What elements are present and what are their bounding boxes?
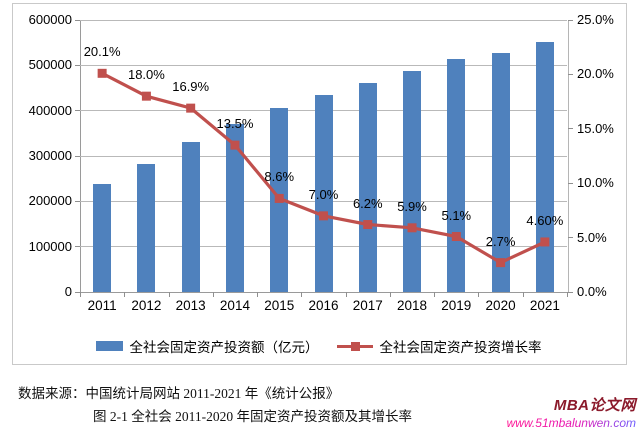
x-axis-label: 2020 — [485, 298, 516, 313]
watermark: MBA论文网 www.51mbalunwen.com — [507, 394, 636, 430]
bar-series-swatch — [95, 341, 123, 351]
bar — [225, 123, 244, 292]
y2-axis-tick — [568, 73, 573, 75]
data-source-note: 数据来源：中国统计局网站 2011-2021 年《统计公报》 — [18, 386, 340, 401]
plot-area — [80, 20, 569, 293]
y2-axis-label: 20.0% — [577, 66, 614, 82]
line-marker — [97, 68, 107, 78]
line-swatch-marker — [350, 341, 360, 351]
y-axis-tick — [75, 19, 80, 21]
y2-axis-label: 0.0% — [577, 284, 607, 299]
x-axis-label: 2017 — [352, 298, 383, 313]
x-axis-tick — [124, 292, 126, 297]
figure-caption: 图 2-1 全社会 2011-2020 年固定资产投资额及其增长率 — [93, 409, 412, 424]
bar — [93, 183, 112, 292]
line-marker — [407, 223, 417, 233]
x-axis-label: 2018 — [397, 298, 428, 313]
x-axis-label: 2015 — [264, 298, 295, 313]
bar — [403, 70, 422, 292]
x-axis-label: 2011 — [87, 298, 117, 313]
x-axis-tick — [478, 292, 480, 297]
x-axis-label: 2019 — [441, 298, 472, 313]
y-axis-label: 200000 — [28, 193, 72, 209]
x-axis-tick — [80, 292, 81, 297]
bar — [181, 142, 200, 292]
point-label: 2.7% — [485, 233, 516, 249]
y2-axis-tick — [568, 291, 573, 293]
x-axis-tick — [567, 292, 568, 297]
point-label: 8.6% — [264, 169, 295, 185]
y2-axis-tick — [568, 19, 573, 21]
x-axis-tick — [434, 292, 436, 297]
x-axis-label: 2016 — [308, 298, 339, 313]
gridline — [80, 19, 567, 21]
line-marker — [141, 91, 151, 101]
x-axis-label: 2012 — [131, 298, 162, 313]
y-axis-tick — [75, 64, 80, 66]
x-axis-tick — [301, 292, 303, 297]
point-label: 7.0% — [308, 186, 339, 202]
x-axis-tick — [168, 292, 170, 297]
line-marker — [274, 193, 284, 203]
y-axis-label: 300000 — [28, 148, 72, 163]
y-axis-label: 100000 — [28, 238, 72, 254]
point-label: 5.9% — [397, 198, 427, 214]
y-axis-label: 500000 — [28, 57, 72, 73]
x-axis-label: 2014 — [219, 298, 250, 313]
y-axis-label: 400000 — [28, 102, 72, 118]
x-axis-label: 2013 — [175, 298, 206, 313]
y-axis-label: 600000 — [28, 12, 72, 27]
y2-axis-label: 10.0% — [577, 175, 614, 191]
y2-axis-label: 5.0% — [577, 229, 607, 245]
y2-axis-tick — [568, 237, 573, 239]
y2-axis-tick — [568, 182, 573, 184]
x-axis-tick — [212, 292, 214, 297]
point-label: 18.0% — [127, 67, 165, 83]
bar — [535, 41, 554, 292]
point-label: 20.1% — [83, 44, 121, 60]
legend-label-growth: 全社会固定资产投资增长率 — [379, 340, 542, 355]
legend-item-investment: 全社会固定资产投资额（亿元） — [95, 336, 319, 356]
legend-label-investment: 全社会固定资产投资额（亿元） — [129, 340, 319, 355]
y2-axis-tick — [568, 128, 573, 130]
y-axis-tick — [75, 200, 80, 202]
line-marker — [540, 237, 550, 247]
point-label: 4.60% — [526, 212, 564, 228]
y-axis-tick — [75, 246, 80, 248]
line-marker — [363, 220, 373, 230]
growth-rate-line — [97, 68, 550, 268]
line-marker — [186, 103, 196, 113]
x-axis-tick — [257, 292, 259, 297]
x-axis-tick — [389, 292, 391, 297]
x-axis-tick — [522, 292, 524, 297]
x-axis-tick — [345, 292, 347, 297]
x-axis-label: 2021 — [529, 298, 560, 313]
line-marker — [319, 211, 328, 221]
y-axis-label: 0 — [64, 284, 72, 299]
bar — [137, 164, 156, 292]
bar — [314, 95, 333, 292]
legend-item-growth: 全社会固定资产投资增长率 — [336, 336, 542, 356]
watermark-title: MBA论文网 — [553, 397, 636, 414]
line-marker — [451, 232, 461, 242]
y-axis-tick — [75, 110, 80, 112]
bar — [491, 52, 510, 292]
bar — [358, 83, 377, 292]
point-label: 5.1% — [441, 207, 472, 223]
point-label: 6.2% — [352, 195, 383, 211]
point-label: 16.9% — [172, 79, 210, 95]
y2-axis-label: 25.0% — [577, 12, 614, 27]
y2-axis-label: 15.0% — [577, 120, 614, 136]
line-series-swatch — [336, 341, 373, 351]
legend: 全社会固定资产投资额（亿元） 全社会固定资产投资增长率 — [12, 336, 625, 356]
point-label: 13.5% — [216, 116, 254, 132]
line-marker — [230, 140, 240, 150]
line-marker — [496, 258, 506, 268]
y-axis-tick — [75, 155, 80, 157]
y-axis-tick — [75, 291, 80, 293]
watermark-url: www.51mbalunwen.com — [506, 416, 636, 430]
gridline — [80, 64, 567, 66]
